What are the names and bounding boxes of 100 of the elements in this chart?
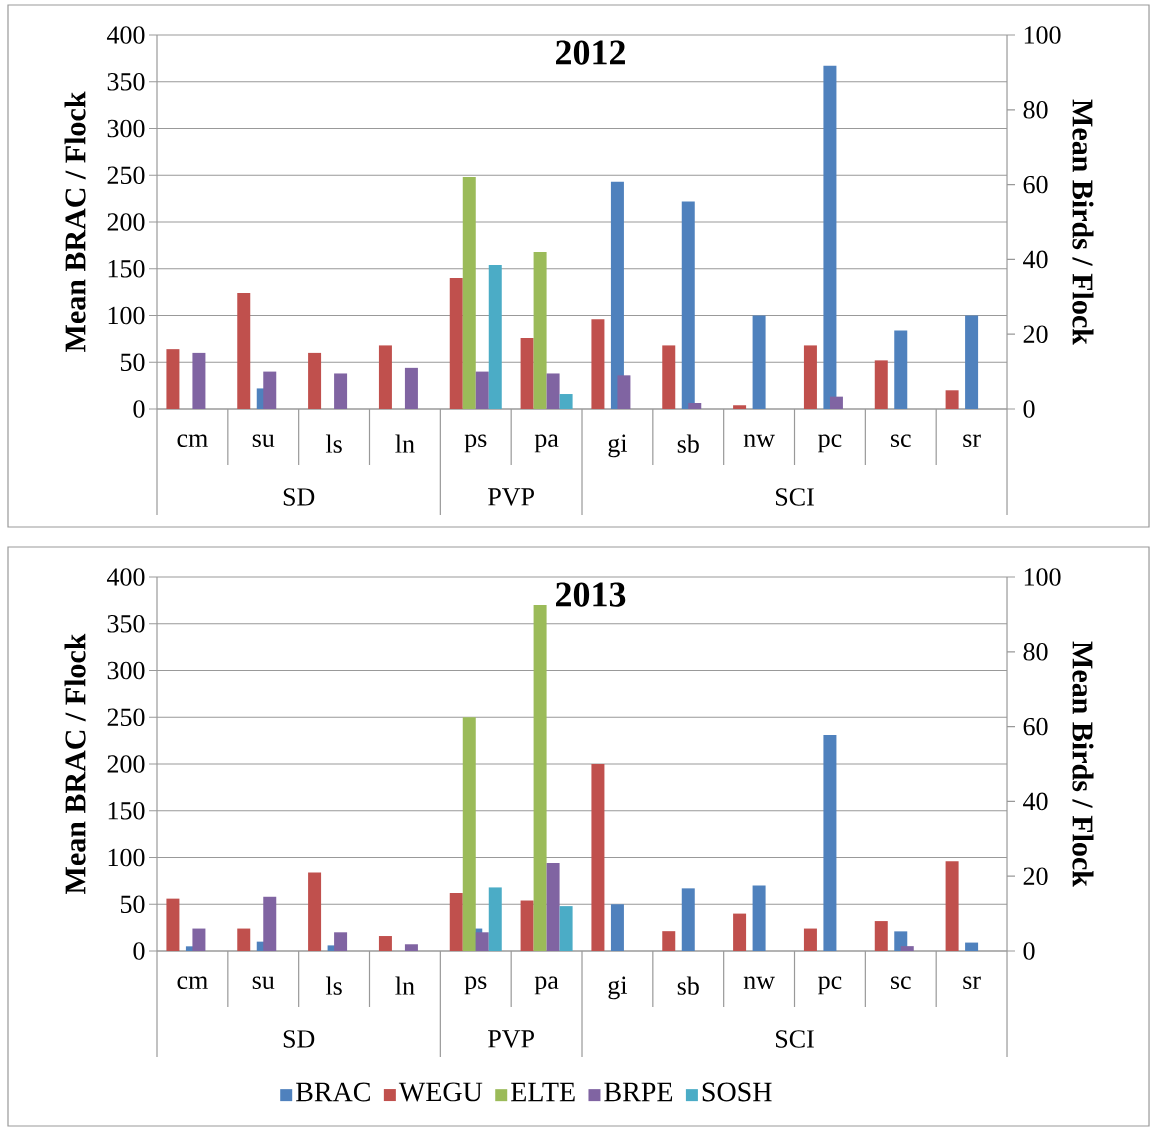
text: SCI — [776, 488, 814, 506]
bar — [733, 405, 747, 409]
x-tick-label: pc — [818, 434, 842, 453]
bar — [520, 900, 534, 951]
bar — [533, 605, 547, 951]
bar — [733, 913, 747, 951]
chart-title: 2012 — [556, 40, 625, 65]
bar — [192, 352, 206, 409]
x-tick-label: ln — [395, 976, 415, 995]
x-tick-label: sr — [963, 976, 981, 990]
text: PVP — [488, 488, 534, 506]
bar — [378, 936, 392, 951]
bar — [308, 872, 322, 951]
y-tick-label: 150 — [108, 259, 145, 278]
bar — [237, 928, 251, 951]
bar — [546, 373, 560, 409]
bar — [237, 293, 251, 409]
x-tick-label: ln — [395, 434, 415, 453]
bar — [192, 928, 206, 951]
bar — [166, 349, 180, 409]
bar — [829, 396, 843, 409]
y2-tick-label: 80 — [1023, 101, 1048, 119]
y2-tick-label: 100 — [1024, 26, 1061, 44]
bar — [591, 763, 605, 951]
bar — [166, 898, 180, 951]
bar — [900, 946, 914, 951]
y2-tick-label: 60 — [1023, 717, 1048, 736]
x-tick-label: cm — [177, 434, 208, 448]
y-tick-label: 250 — [107, 166, 145, 185]
bar — [449, 893, 463, 951]
chart-title: 2013 — [556, 582, 626, 607]
y2-tick-label: 0 — [1023, 400, 1035, 418]
y-tick-label: 100 — [108, 848, 145, 867]
bar — [965, 315, 979, 409]
x-tick-label: su — [252, 976, 275, 990]
y-tick-label: 50 — [120, 895, 145, 914]
bar — [404, 944, 418, 951]
bar — [662, 345, 676, 409]
bar — [688, 403, 702, 409]
bar — [803, 928, 817, 951]
x-tick-label: gi — [608, 434, 628, 458]
bar — [591, 319, 605, 409]
bar — [610, 904, 624, 951]
y2-tick-label: 60 — [1023, 175, 1048, 194]
bar — [462, 177, 476, 409]
x-tick-label: nw — [743, 976, 775, 990]
x-tick-label: gi — [608, 976, 628, 1000]
text: SCI — [776, 1030, 814, 1048]
x-tick-label: ps — [464, 976, 487, 995]
bar — [462, 717, 476, 951]
legend-label: BRAC — [296, 1082, 370, 1102]
bar — [874, 921, 888, 951]
bar — [475, 371, 489, 409]
x-tick-label: sc — [891, 976, 911, 990]
bar — [945, 861, 959, 951]
bar — [449, 278, 463, 409]
y-tick-label: 400 — [106, 568, 145, 586]
x-tick-label: cm — [177, 976, 208, 990]
x-tick-label: su — [252, 434, 275, 448]
x-tick-label: pa — [534, 434, 559, 453]
y-tick-label: 50 — [120, 353, 145, 372]
bar — [681, 888, 695, 951]
bar — [752, 885, 766, 951]
y-tick-label: 300 — [107, 661, 145, 680]
x-tick-label: pa — [534, 976, 559, 995]
bar — [752, 315, 766, 409]
y2-axis-title: Mean Birds / Flock — [1072, 99, 1094, 345]
y-tick-label: 400 — [106, 26, 145, 44]
x-tick-label: sr — [963, 434, 981, 448]
legend-label: BRPE — [604, 1082, 673, 1102]
bar — [803, 345, 817, 409]
x-tick-label: ls — [325, 976, 342, 995]
x-tick-label: sb — [677, 976, 699, 995]
y-tick-label: 0 — [133, 942, 145, 960]
bar — [533, 251, 547, 409]
x-tick-label: nw — [743, 434, 775, 448]
bar — [617, 375, 631, 409]
bar — [263, 896, 277, 951]
y2-tick-label: 40 — [1023, 792, 1048, 811]
bar — [874, 360, 888, 409]
y2-tick-label: 20 — [1023, 325, 1048, 343]
x-tick-label: sc — [891, 434, 911, 448]
text: SD — [283, 488, 315, 506]
bar — [894, 330, 908, 409]
bar — [520, 337, 534, 409]
y-tick-label: 350 — [107, 72, 145, 91]
bar — [559, 394, 573, 409]
y-tick-label: 200 — [107, 755, 145, 773]
legend-label: WEGU — [398, 1082, 483, 1102]
bar — [546, 863, 560, 951]
y-tick-label: 200 — [107, 213, 145, 231]
y2-tick-label: 40 — [1023, 250, 1048, 269]
text: SD — [283, 1030, 315, 1048]
bar — [965, 942, 979, 951]
bar — [334, 932, 348, 951]
x-tick-label: ps — [464, 434, 487, 453]
x-tick-label: sb — [677, 434, 699, 453]
y-axis-title: Mean BRAC / Flock — [64, 91, 86, 352]
x-tick-label: pc — [818, 976, 842, 995]
y-axis-title: Mean BRAC / Flock — [64, 633, 86, 894]
